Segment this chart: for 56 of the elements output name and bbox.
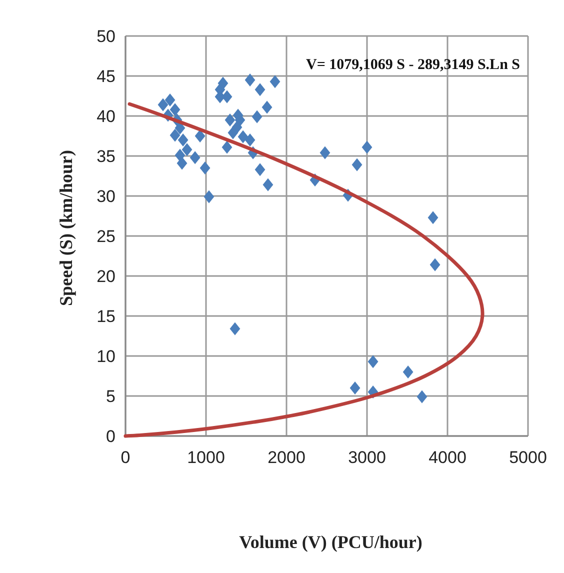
point <box>402 366 414 378</box>
y-tick-label: 30 <box>96 186 116 206</box>
point <box>170 103 180 116</box>
y-tick-label: 0 <box>106 426 116 446</box>
point <box>352 158 362 172</box>
y-tick-label: 35 <box>96 146 116 166</box>
point <box>170 128 180 142</box>
x-tick-label: 2000 <box>268 448 306 467</box>
point <box>254 83 266 96</box>
point <box>430 258 440 272</box>
point <box>228 126 238 140</box>
x-tick-label: 1000 <box>187 448 225 467</box>
y-tick-label: 10 <box>96 346 116 366</box>
y-tick-label: 45 <box>96 66 116 86</box>
x-tick-label: 5000 <box>509 448 547 467</box>
point <box>164 94 176 106</box>
point <box>158 98 168 112</box>
y-tick-label: 15 <box>96 306 116 326</box>
point <box>178 134 188 146</box>
y-tick-label: 5 <box>106 386 116 406</box>
x-tick-label: 3000 <box>348 448 386 467</box>
annotation: V= 1079,1069 S - 289,3149 S.Ln S <box>306 57 520 73</box>
point <box>224 114 236 126</box>
point <box>194 130 206 142</box>
y-tick-label: 20 <box>96 266 116 286</box>
point <box>254 163 266 176</box>
point <box>270 75 280 88</box>
point <box>244 134 256 146</box>
x-tick-label: 4000 <box>428 448 466 467</box>
point <box>190 151 200 164</box>
point <box>320 146 330 160</box>
y-tick-label: 40 <box>96 106 116 126</box>
x-axis-title: Volume (V) (PCU/hour) <box>239 532 422 552</box>
point <box>204 190 214 204</box>
point <box>244 74 256 86</box>
point <box>238 130 248 144</box>
point <box>176 156 188 170</box>
point <box>252 110 262 124</box>
point <box>350 382 360 394</box>
y-axis-title: Speed (S) (km/hour) <box>56 150 76 306</box>
point <box>368 355 378 368</box>
line-series <box>124 102 484 438</box>
point <box>182 143 192 156</box>
point <box>262 100 272 114</box>
point <box>218 76 228 90</box>
point <box>362 140 372 154</box>
point <box>262 178 274 192</box>
x-tick-label: 0 <box>120 448 130 467</box>
point <box>416 390 428 404</box>
point <box>230 322 240 336</box>
point <box>428 211 438 224</box>
y-tick-label: 25 <box>96 226 116 246</box>
point <box>222 140 232 154</box>
y-tick-label: 50 <box>96 26 116 46</box>
point <box>200 162 210 174</box>
point <box>222 90 232 104</box>
